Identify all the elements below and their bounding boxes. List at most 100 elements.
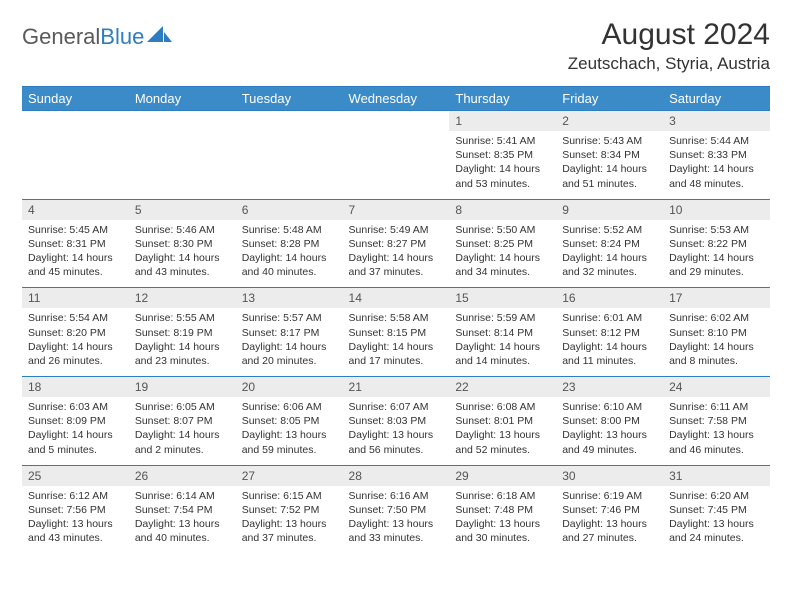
day-detail-cell: Sunrise: 5:52 AMSunset: 8:24 PMDaylight:…: [556, 220, 663, 288]
daylight-line1: Daylight: 13 hours: [349, 428, 444, 442]
title-block: August 2024 Zeutschach, Styria, Austria: [568, 18, 770, 74]
daylight-line2: and 51 minutes.: [562, 177, 657, 191]
daylight-line1: Daylight: 14 hours: [669, 162, 764, 176]
daylight-line2: and 46 minutes.: [669, 443, 764, 457]
daylight-line2: and 27 minutes.: [562, 531, 657, 545]
daylight-line1: Daylight: 14 hours: [135, 340, 230, 354]
day-detail-cell: Sunrise: 5:57 AMSunset: 8:17 PMDaylight:…: [236, 308, 343, 376]
daylight-line2: and 33 minutes.: [349, 531, 444, 545]
sunrise-text: Sunrise: 5:52 AM: [562, 223, 657, 237]
sunrise-text: Sunrise: 6:07 AM: [349, 400, 444, 414]
day-header: Friday: [556, 87, 663, 111]
daylight-line1: Daylight: 14 hours: [669, 251, 764, 265]
sunrise-text: Sunrise: 6:01 AM: [562, 311, 657, 325]
daynum-row: 11121314151617: [22, 288, 770, 309]
calendar-table: SundayMondayTuesdayWednesdayThursdayFrid…: [22, 86, 770, 553]
day-detail-cell: [22, 131, 129, 199]
day-number-cell: 7: [343, 199, 450, 220]
logo-sail-icon: [147, 24, 173, 44]
day-detail-cell: Sunrise: 6:11 AMSunset: 7:58 PMDaylight:…: [663, 397, 770, 465]
day-detail-cell: Sunrise: 5:53 AMSunset: 8:22 PMDaylight:…: [663, 220, 770, 288]
daylight-line1: Daylight: 13 hours: [562, 428, 657, 442]
sunrise-text: Sunrise: 5:58 AM: [349, 311, 444, 325]
day-number-cell: 10: [663, 199, 770, 220]
sunrise-text: Sunrise: 6:15 AM: [242, 489, 337, 503]
sunset-text: Sunset: 8:01 PM: [455, 414, 550, 428]
day-number-cell: 23: [556, 377, 663, 398]
daylight-line1: Daylight: 13 hours: [455, 428, 550, 442]
detail-row: Sunrise: 6:03 AMSunset: 8:09 PMDaylight:…: [22, 397, 770, 465]
sunset-text: Sunset: 8:03 PM: [349, 414, 444, 428]
daylight-line1: Daylight: 13 hours: [28, 517, 123, 531]
sunset-text: Sunset: 8:09 PM: [28, 414, 123, 428]
day-number-cell: 2: [556, 111, 663, 132]
day-detail-cell: Sunrise: 5:49 AMSunset: 8:27 PMDaylight:…: [343, 220, 450, 288]
sunset-text: Sunset: 8:28 PM: [242, 237, 337, 251]
day-number-cell: 18: [22, 377, 129, 398]
daylight-line2: and 37 minutes.: [349, 265, 444, 279]
sunset-text: Sunset: 8:12 PM: [562, 326, 657, 340]
sunset-text: Sunset: 7:45 PM: [669, 503, 764, 517]
sunset-text: Sunset: 8:10 PM: [669, 326, 764, 340]
day-header: Saturday: [663, 87, 770, 111]
daylight-line1: Daylight: 14 hours: [28, 428, 123, 442]
day-detail-cell: Sunrise: 6:16 AMSunset: 7:50 PMDaylight:…: [343, 486, 450, 554]
daylight-line2: and 30 minutes.: [455, 531, 550, 545]
daylight-line2: and 48 minutes.: [669, 177, 764, 191]
daylight-line2: and 49 minutes.: [562, 443, 657, 457]
day-detail-cell: [129, 131, 236, 199]
sunrise-text: Sunrise: 6:12 AM: [28, 489, 123, 503]
daylight-line1: Daylight: 13 hours: [242, 428, 337, 442]
day-number-cell: 4: [22, 199, 129, 220]
daylight-line2: and 23 minutes.: [135, 354, 230, 368]
day-header: Sunday: [22, 87, 129, 111]
day-detail-cell: Sunrise: 5:43 AMSunset: 8:34 PMDaylight:…: [556, 131, 663, 199]
sunset-text: Sunset: 7:54 PM: [135, 503, 230, 517]
logo-text-2: Blue: [100, 24, 144, 50]
daylight-line2: and 2 minutes.: [135, 443, 230, 457]
detail-row: Sunrise: 6:12 AMSunset: 7:56 PMDaylight:…: [22, 486, 770, 554]
sunset-text: Sunset: 7:50 PM: [349, 503, 444, 517]
sunrise-text: Sunrise: 5:50 AM: [455, 223, 550, 237]
day-detail-cell: Sunrise: 6:01 AMSunset: 8:12 PMDaylight:…: [556, 308, 663, 376]
sunrise-text: Sunrise: 6:06 AM: [242, 400, 337, 414]
sunrise-text: Sunrise: 5:57 AM: [242, 311, 337, 325]
daylight-line1: Daylight: 14 hours: [242, 251, 337, 265]
daylight-line2: and 29 minutes.: [669, 265, 764, 279]
sunrise-text: Sunrise: 5:55 AM: [135, 311, 230, 325]
sunrise-text: Sunrise: 6:02 AM: [669, 311, 764, 325]
day-detail-cell: Sunrise: 6:15 AMSunset: 7:52 PMDaylight:…: [236, 486, 343, 554]
day-number-cell: 6: [236, 199, 343, 220]
day-detail-cell: Sunrise: 5:54 AMSunset: 8:20 PMDaylight:…: [22, 308, 129, 376]
day-detail-cell: Sunrise: 5:48 AMSunset: 8:28 PMDaylight:…: [236, 220, 343, 288]
daylight-line2: and 37 minutes.: [242, 531, 337, 545]
day-number-cell: [343, 111, 450, 132]
day-detail-cell: Sunrise: 5:50 AMSunset: 8:25 PMDaylight:…: [449, 220, 556, 288]
daylight-line2: and 45 minutes.: [28, 265, 123, 279]
daylight-line1: Daylight: 13 hours: [455, 517, 550, 531]
day-number-cell: 30: [556, 465, 663, 486]
day-detail-cell: Sunrise: 5:59 AMSunset: 8:14 PMDaylight:…: [449, 308, 556, 376]
day-detail-cell: Sunrise: 5:55 AMSunset: 8:19 PMDaylight:…: [129, 308, 236, 376]
daynum-row: 25262728293031: [22, 465, 770, 486]
day-number-cell: 29: [449, 465, 556, 486]
day-detail-cell: [236, 131, 343, 199]
day-number-cell: 1: [449, 111, 556, 132]
calendar-header-row: SundayMondayTuesdayWednesdayThursdayFrid…: [22, 87, 770, 111]
sunset-text: Sunset: 7:58 PM: [669, 414, 764, 428]
day-detail-cell: Sunrise: 6:14 AMSunset: 7:54 PMDaylight:…: [129, 486, 236, 554]
sunrise-text: Sunrise: 6:20 AM: [669, 489, 764, 503]
sunrise-text: Sunrise: 6:19 AM: [562, 489, 657, 503]
sunrise-text: Sunrise: 5:45 AM: [28, 223, 123, 237]
sunset-text: Sunset: 8:31 PM: [28, 237, 123, 251]
day-number-cell: 15: [449, 288, 556, 309]
day-detail-cell: Sunrise: 6:07 AMSunset: 8:03 PMDaylight:…: [343, 397, 450, 465]
sunrise-text: Sunrise: 6:10 AM: [562, 400, 657, 414]
sunrise-text: Sunrise: 6:18 AM: [455, 489, 550, 503]
day-number-cell: 16: [556, 288, 663, 309]
day-detail-cell: Sunrise: 6:03 AMSunset: 8:09 PMDaylight:…: [22, 397, 129, 465]
day-number-cell: 3: [663, 111, 770, 132]
day-number-cell: 20: [236, 377, 343, 398]
daylight-line1: Daylight: 14 hours: [28, 251, 123, 265]
daylight-line2: and 43 minutes.: [135, 265, 230, 279]
